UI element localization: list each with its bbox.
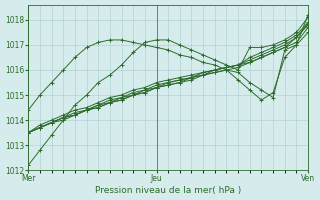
X-axis label: Pression niveau de la mer( hPa ): Pression niveau de la mer( hPa ) — [95, 186, 241, 195]
